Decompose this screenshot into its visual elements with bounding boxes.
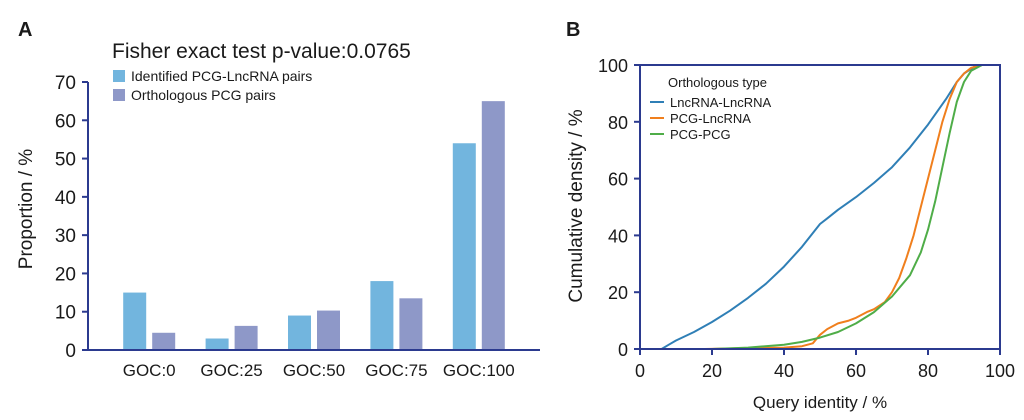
panel-a-bar <box>123 292 147 350</box>
panel-b-xtick-label: 60 <box>846 361 866 381</box>
panel-a-ytick-label: 30 <box>55 226 76 247</box>
panel-b-series-line <box>711 64 983 350</box>
panel-b-plot-frame <box>639 64 1001 350</box>
panel-a-bar <box>234 325 258 350</box>
panel-b-line-chart: B Cumulative density / % Query identity … <box>566 19 1015 412</box>
panel-b-ytick-label: 100 <box>598 56 628 76</box>
panel-a-bar <box>205 338 229 350</box>
panel-b-ytick-label: 80 <box>608 113 628 133</box>
panel-a-ytick-label: 70 <box>55 73 76 94</box>
panel-a-ytick-label: 50 <box>55 150 76 171</box>
panel-a-bar <box>152 332 176 350</box>
panel-a-legend-swatch <box>113 70 125 82</box>
panel-b-xtick-label: 100 <box>985 361 1015 381</box>
panel-b-ytick-label: 40 <box>608 226 628 246</box>
panel-b-xtick-label: 80 <box>918 361 938 381</box>
panel-a-label: A <box>18 19 32 41</box>
panel-a-legend-label: Identified PCG-LncRNA pairs <box>131 68 312 84</box>
panel-a-ytick-label: 10 <box>55 303 76 324</box>
panel-a-bar <box>452 143 476 350</box>
panel-a-bar <box>399 298 423 350</box>
panel-a-ytick-label: 20 <box>55 264 76 285</box>
panel-a-xtick-label: GOC:75 <box>365 361 427 380</box>
panel-b-legend-title: Orthologous type <box>668 75 767 90</box>
panel-a-xtick-label: GOC:100 <box>443 361 515 380</box>
panel-a-bar <box>317 310 340 350</box>
panel-a-xtick-label: GOC:50 <box>283 361 345 380</box>
panel-a-ylabel: Proportion / % <box>16 149 37 269</box>
panel-b-series-line <box>661 64 983 350</box>
panel-a-bar <box>481 101 505 351</box>
panel-a-bar <box>288 315 311 350</box>
panel-b-legend-label: PCG-LncRNA <box>670 111 751 126</box>
panel-a-ytick-label: 40 <box>55 188 76 209</box>
panel-b-xtick-label: 0 <box>635 361 645 381</box>
panel-b-xtick-label: 40 <box>774 361 794 381</box>
panel-a-ytick-label: 0 <box>65 341 76 362</box>
panel-a-legend-label: Orthologous PCG pairs <box>131 87 276 103</box>
panel-a-bar <box>370 281 394 350</box>
panel-b-xtick-label: 20 <box>702 361 722 381</box>
panel-a-xtick-label: GOC:0 <box>123 361 176 380</box>
panel-b-label: B <box>566 19 580 41</box>
panel-b-xlabel: Query identity / % <box>753 393 887 412</box>
panel-b-ylabel: Cumulative density / % <box>566 109 587 302</box>
panel-b-legend-label: PCG-PCG <box>670 127 731 142</box>
panel-a-legend-swatch <box>113 89 125 101</box>
panel-a-title: Fisher exact test p-value:0.0765 <box>112 40 411 63</box>
panel-a-xtick-label: GOC:25 <box>200 361 262 380</box>
panel-b-legend-label: LncRNA-LncRNA <box>670 95 771 110</box>
panel-a-bar-chart: A Fisher exact test p-value:0.0765 Propo… <box>16 19 540 380</box>
panel-b-ytick-label: 60 <box>608 170 628 190</box>
panel-b-series-line <box>704 64 983 350</box>
panel-b-ytick-label: 20 <box>608 283 628 303</box>
panel-b-ytick-label: 0 <box>618 340 628 360</box>
panel-a-ytick-label: 60 <box>55 111 76 132</box>
